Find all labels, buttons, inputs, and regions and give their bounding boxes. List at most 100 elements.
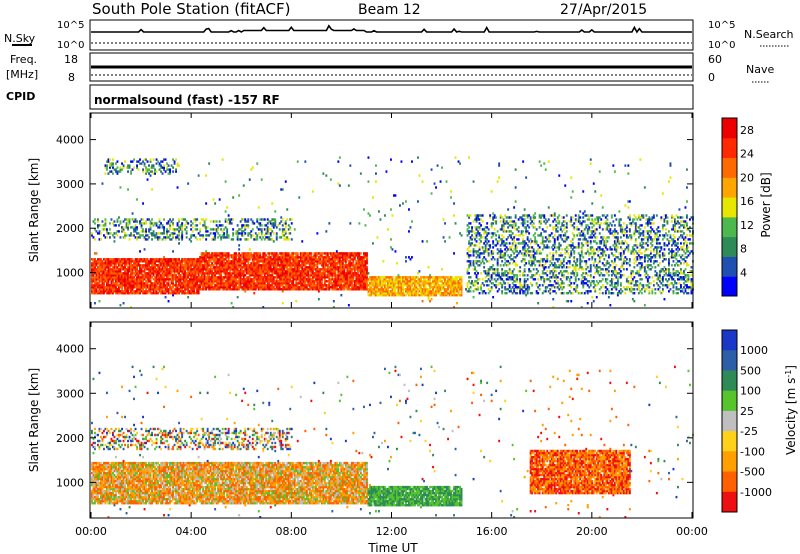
- range-cell: [193, 258, 196, 261]
- range-cell: [259, 282, 262, 285]
- range-cell: [390, 286, 392, 289]
- range-cell: [103, 284, 105, 287]
- range-cell: [382, 280, 385, 283]
- range-cell: [481, 258, 484, 261]
- range-cell: [229, 218, 232, 221]
- range-cell: [196, 284, 199, 287]
- range-cell: [136, 232, 138, 235]
- range-cell: [142, 274, 144, 277]
- range-cell: [358, 288, 361, 291]
- range-cell: [423, 276, 425, 279]
- range-cell: [340, 286, 343, 289]
- range-cell: [292, 254, 295, 257]
- range-cell: [163, 166, 165, 169]
- range-cell: [353, 272, 356, 275]
- range-cell: [218, 198, 221, 201]
- range-cell: [226, 282, 229, 285]
- range-cell: [415, 288, 418, 291]
- range-cell: [338, 278, 341, 281]
- range-cell: [172, 166, 174, 169]
- range-cell: [433, 290, 436, 293]
- range-cell: [454, 156, 457, 159]
- range-cell: [280, 258, 283, 261]
- range-cell: [466, 270, 469, 273]
- range-cell: [480, 288, 482, 291]
- range-cell: [335, 268, 338, 271]
- range-cell: [158, 220, 161, 223]
- range-cell: [352, 264, 355, 267]
- range-cell: [196, 262, 199, 265]
- range-cell: [331, 274, 334, 277]
- range-cell: [406, 286, 409, 289]
- range-cell: [466, 260, 469, 263]
- range-cell: [250, 272, 253, 275]
- range-cell: [178, 258, 180, 261]
- range-cell: [121, 268, 123, 271]
- range-cell: [349, 268, 352, 271]
- range-cell: [460, 286, 463, 289]
- range-cell: [134, 270, 137, 273]
- range-cell: [328, 288, 331, 291]
- range-cell: [191, 290, 194, 293]
- range-cell: [492, 240, 495, 243]
- range-cell: [382, 288, 385, 291]
- range-cell: [328, 260, 331, 263]
- range-cell: [284, 262, 287, 265]
- range-cell: [100, 268, 102, 271]
- range-cell: [166, 162, 168, 165]
- range-cell: [451, 278, 454, 281]
- range-cell: [233, 254, 236, 257]
- range-cell: [396, 292, 398, 295]
- range-cell: [317, 262, 320, 265]
- range-cell: [393, 282, 395, 285]
- range-cell: [292, 258, 295, 261]
- range-cell: [370, 280, 373, 283]
- range-cell: [366, 270, 368, 273]
- range-cell: [109, 162, 111, 165]
- range-cell: [110, 264, 113, 267]
- range-cell: [158, 264, 161, 267]
- range-cell: [379, 282, 382, 285]
- range-cell: [304, 256, 307, 259]
- range-cell: [502, 218, 505, 221]
- range-cell: [209, 278, 212, 281]
- range-cell: [103, 264, 105, 267]
- range-cell: [104, 164, 107, 167]
- range-cell: [484, 240, 487, 243]
- range-cell: [347, 276, 350, 279]
- range-cell: [275, 234, 278, 237]
- range-cell: [292, 272, 295, 275]
- range-cell: [245, 276, 248, 279]
- range-cell: [325, 258, 328, 261]
- range-cell: [251, 254, 254, 257]
- range-cell: [355, 260, 358, 263]
- range-cell: [98, 282, 101, 285]
- range-cell: [350, 268, 353, 271]
- range-cell: [128, 288, 131, 291]
- range-cell: [269, 252, 272, 255]
- range-cell: [113, 270, 116, 273]
- range-cell: [250, 286, 253, 289]
- range-cell: [241, 262, 244, 265]
- range-cell: [247, 252, 250, 255]
- range-cell: [283, 262, 286, 265]
- range-cell: [340, 268, 343, 271]
- range-cell: [441, 284, 443, 287]
- range-cell: [373, 292, 376, 295]
- range-cell: [214, 234, 217, 237]
- range-cell: [115, 266, 117, 269]
- range-cell: [421, 280, 424, 283]
- range-cell: [363, 272, 365, 275]
- range-cell: [262, 236, 265, 239]
- range-cell: [196, 292, 199, 295]
- range-cell: [211, 238, 214, 241]
- range-cell: [229, 220, 232, 223]
- range-cell: [253, 286, 256, 289]
- range-cell: [190, 266, 193, 269]
- range-cell: [149, 222, 152, 225]
- range-cell: [178, 164, 180, 167]
- range-cell: [161, 292, 164, 295]
- range-cell: [414, 286, 416, 289]
- range-cell: [118, 280, 120, 283]
- range-cell: [260, 256, 263, 259]
